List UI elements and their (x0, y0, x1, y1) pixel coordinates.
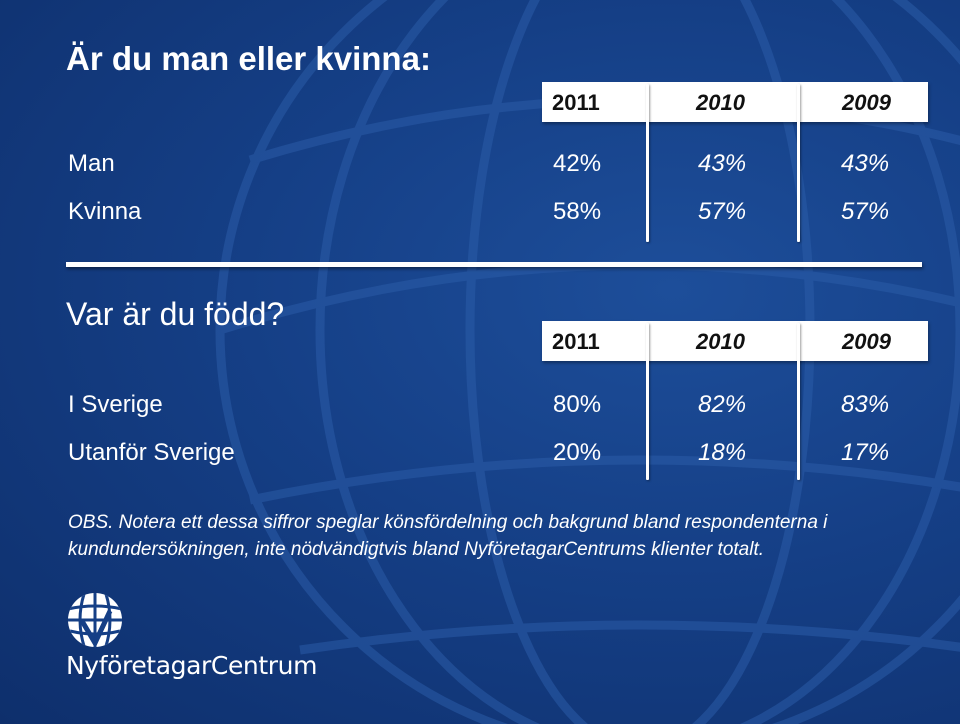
value-utanfor-sverige-2011: 20% (553, 439, 602, 466)
note-line-2: kundundersökningen, inte nödvändigtvis b… (68, 539, 765, 560)
section1-year-2010: 2010 (696, 90, 745, 115)
value-i-sverige-2009: 83% (841, 391, 890, 418)
section1-header-band (542, 82, 928, 122)
row-label-kvinna: Kvinna (68, 198, 142, 225)
value-kvinna-2011: 58% (553, 198, 602, 225)
row-label-i-sverige: I Sverige (68, 391, 163, 418)
value-man-2011: 42% (553, 150, 602, 177)
globe-logo-icon (68, 593, 122, 649)
logo-text: NyföretagarCentrum (66, 651, 318, 680)
row-label-utanfor-sverige: Utanför Sverige (68, 439, 235, 466)
value-man-2009: 43% (841, 150, 890, 177)
section2-column-divider (646, 323, 649, 480)
value-i-sverige-2011: 80% (553, 391, 602, 418)
note-line-1: OBS. Notera ett dessa siffror speglar kö… (68, 512, 828, 533)
section2-year-2009: 2009 (842, 329, 891, 354)
section1-column-divider (646, 84, 649, 242)
section2-column-divider (797, 323, 800, 480)
value-kvinna-2009: 57% (841, 198, 890, 225)
value-i-sverige-2010: 82% (698, 391, 747, 418)
section2-year-2011: 2011 (552, 329, 600, 354)
row-label-man: Man (68, 150, 115, 177)
section2-year-2010: 2010 (696, 329, 745, 354)
section2-header-band (542, 321, 928, 361)
value-utanfor-sverige-2009: 17% (841, 439, 890, 466)
section1-year-2011: 2011 (552, 90, 600, 115)
value-utanfor-sverige-2010: 18% (698, 439, 747, 466)
section1-year-2009: 2009 (842, 90, 891, 115)
section-divider (66, 262, 922, 267)
value-kvinna-2010: 57% (698, 198, 747, 225)
section1-title: Är du man eller kvinna: (66, 40, 431, 77)
value-man-2010: 43% (698, 150, 747, 177)
section1-column-divider (797, 84, 800, 242)
section2-title: Var är du född? (66, 296, 285, 332)
